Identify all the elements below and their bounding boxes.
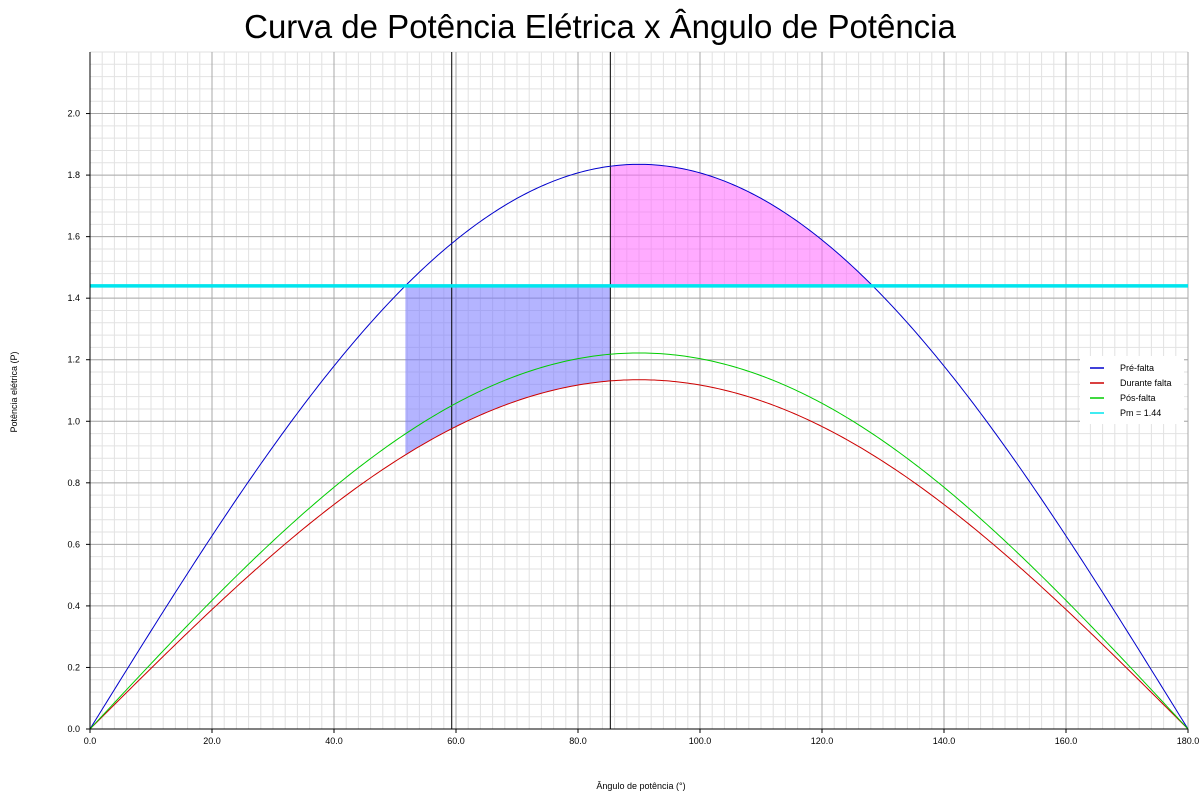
series-lines [89,163,1189,730]
x-tick-label: 0.0 [84,736,97,746]
y-tick-label: 1.2 [67,355,80,365]
legend: Pré-falta Durante falta Pós-falta Pm = 1.44 [1080,356,1184,424]
y-tick-label: 1.8 [67,170,80,180]
legend-label: Pré-falta [1120,363,1154,373]
y-tick-label: 1.4 [67,293,80,303]
tick-labels: 0.0 20.0 40.0 60.0 80.0 100.0 120.0 140.0 160.0 1… [67,109,1199,746]
series-line-1 [89,379,1189,730]
y-tick-label: 1.0 [67,416,80,426]
area-acceleration [405,285,611,455]
series-line-0 [89,163,1189,730]
x-tick-label: 140.0 [933,736,956,746]
x-tick-label: 60.0 [447,736,465,746]
y-axis-title: Potência elétrica (P) [9,351,19,432]
y-tick-label: 0.2 [67,662,80,672]
x-tick-label: 80.0 [569,736,587,746]
legend-label: Pm = 1.44 [1120,408,1161,418]
x-tick-label: 120.0 [811,736,834,746]
legend-label: Durante falta [1120,378,1172,388]
y-tick-label: 0.0 [67,724,80,734]
y-tick-label: 0.8 [67,478,80,488]
axes [89,52,1188,730]
x-tick-label: 20.0 [203,736,221,746]
x-axis-title: Ângulo de potência (°) [596,781,685,791]
x-tick-label: 100.0 [689,736,712,746]
minor-grid [89,51,1189,730]
series-line-2 [89,352,1189,730]
shaded-areas [405,164,873,455]
y-tick-label: 0.6 [67,539,80,549]
y-tick-label: 2.0 [67,109,80,119]
x-tick-label: 180.0 [1177,736,1200,746]
y-tick-label: 0.4 [67,601,80,611]
chart-title: Curva de Potência Elétrica x Ângulo de P… [244,8,956,45]
legend-label: Pós-falta [1120,393,1156,403]
area-deceleration [610,164,873,286]
marker-lines [451,52,611,729]
y-tick-label: 1.6 [67,232,80,242]
x-tick-label: 40.0 [325,736,343,746]
x-tick-label: 160.0 [1055,736,1078,746]
